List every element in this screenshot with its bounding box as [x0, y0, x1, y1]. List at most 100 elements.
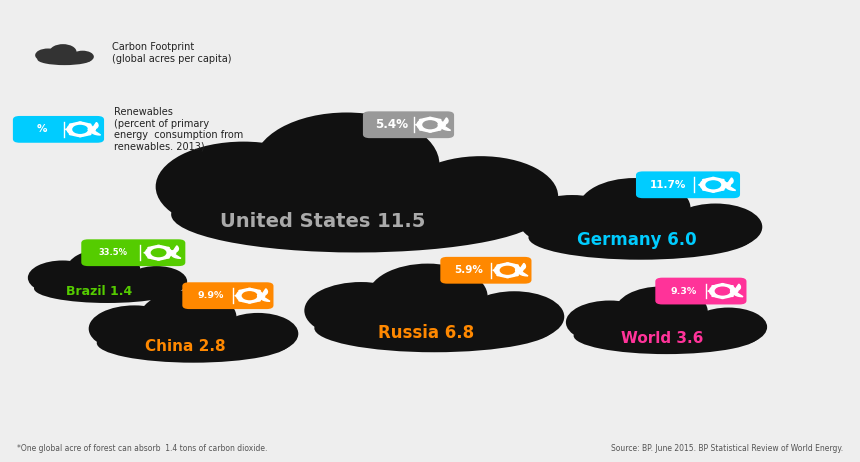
Circle shape	[716, 287, 730, 295]
Ellipse shape	[721, 179, 725, 181]
Circle shape	[243, 292, 257, 299]
Ellipse shape	[721, 283, 725, 285]
Ellipse shape	[188, 325, 263, 357]
Ellipse shape	[698, 183, 703, 186]
Ellipse shape	[724, 183, 728, 186]
Polygon shape	[734, 291, 743, 297]
Ellipse shape	[35, 49, 61, 62]
Ellipse shape	[304, 282, 418, 339]
Ellipse shape	[519, 195, 625, 248]
Ellipse shape	[34, 274, 181, 303]
Ellipse shape	[157, 244, 161, 247]
Ellipse shape	[702, 179, 706, 181]
Ellipse shape	[519, 269, 523, 272]
Circle shape	[731, 289, 738, 293]
Ellipse shape	[69, 133, 73, 135]
Ellipse shape	[248, 302, 252, 304]
Polygon shape	[171, 253, 181, 258]
Ellipse shape	[566, 300, 654, 344]
Circle shape	[73, 126, 88, 133]
Circle shape	[706, 181, 721, 188]
Ellipse shape	[578, 178, 691, 239]
Ellipse shape	[238, 290, 243, 292]
Ellipse shape	[560, 217, 647, 253]
Polygon shape	[92, 122, 98, 129]
Circle shape	[151, 249, 166, 256]
Ellipse shape	[78, 135, 83, 138]
Circle shape	[237, 289, 262, 303]
Ellipse shape	[254, 112, 439, 216]
Ellipse shape	[28, 261, 97, 295]
Ellipse shape	[65, 128, 70, 131]
Ellipse shape	[347, 179, 491, 241]
Polygon shape	[172, 246, 178, 253]
Ellipse shape	[157, 259, 161, 261]
Circle shape	[438, 123, 445, 127]
Polygon shape	[428, 123, 442, 126]
Ellipse shape	[496, 274, 501, 276]
Circle shape	[423, 121, 438, 128]
Text: 33.5%: 33.5%	[99, 248, 128, 257]
Circle shape	[710, 284, 735, 298]
FancyBboxPatch shape	[81, 239, 185, 266]
Ellipse shape	[419, 128, 423, 131]
Text: United States 11.5: United States 11.5	[220, 212, 425, 231]
Ellipse shape	[87, 133, 91, 135]
Polygon shape	[506, 269, 519, 272]
Ellipse shape	[238, 299, 243, 302]
Text: 5.9%: 5.9%	[454, 265, 483, 275]
Ellipse shape	[103, 275, 161, 299]
Ellipse shape	[711, 191, 716, 193]
Ellipse shape	[368, 264, 488, 329]
Polygon shape	[519, 270, 528, 276]
Circle shape	[700, 178, 727, 192]
Ellipse shape	[427, 306, 521, 345]
Circle shape	[417, 118, 443, 132]
Text: %: %	[36, 124, 46, 134]
FancyBboxPatch shape	[655, 278, 746, 304]
Ellipse shape	[708, 290, 712, 292]
Ellipse shape	[419, 119, 423, 121]
Ellipse shape	[38, 54, 91, 65]
Ellipse shape	[721, 188, 725, 191]
Ellipse shape	[256, 299, 261, 302]
Circle shape	[501, 267, 515, 274]
Ellipse shape	[464, 291, 564, 342]
Ellipse shape	[428, 131, 433, 133]
Text: China 2.8: China 2.8	[144, 339, 225, 354]
Text: World 3.6: World 3.6	[621, 331, 703, 346]
Ellipse shape	[49, 44, 77, 60]
Ellipse shape	[729, 285, 734, 287]
FancyBboxPatch shape	[440, 257, 531, 284]
Ellipse shape	[147, 256, 151, 259]
Ellipse shape	[171, 176, 543, 252]
Ellipse shape	[514, 264, 519, 267]
Ellipse shape	[166, 256, 170, 259]
Ellipse shape	[599, 319, 672, 349]
Ellipse shape	[347, 306, 441, 345]
Ellipse shape	[493, 269, 497, 272]
Ellipse shape	[156, 141, 331, 231]
Ellipse shape	[71, 51, 94, 63]
Polygon shape	[726, 185, 735, 190]
Ellipse shape	[87, 123, 91, 126]
Ellipse shape	[169, 251, 174, 254]
Ellipse shape	[690, 308, 767, 346]
Ellipse shape	[702, 188, 706, 191]
Ellipse shape	[574, 317, 759, 354]
Ellipse shape	[415, 123, 420, 126]
Polygon shape	[442, 118, 448, 125]
Polygon shape	[721, 290, 734, 292]
Ellipse shape	[91, 128, 95, 131]
Polygon shape	[261, 289, 267, 296]
Text: Carbon Footprint
(global acres per capita): Carbon Footprint (global acres per capit…	[112, 43, 231, 64]
Ellipse shape	[314, 304, 554, 352]
Ellipse shape	[256, 290, 261, 292]
Ellipse shape	[144, 251, 148, 254]
Ellipse shape	[428, 116, 433, 119]
Ellipse shape	[124, 325, 199, 357]
Text: Germany 6.0: Germany 6.0	[576, 231, 697, 249]
Ellipse shape	[248, 287, 252, 290]
Text: Russia 6.8: Russia 6.8	[378, 324, 474, 341]
Ellipse shape	[437, 119, 441, 121]
